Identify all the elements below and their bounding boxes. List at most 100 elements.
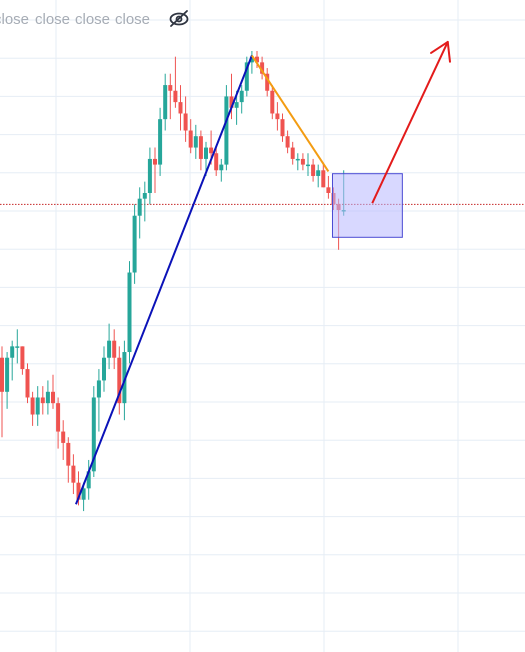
- candle: [35, 386, 40, 426]
- candle-body: [117, 357, 122, 404]
- candle: [142, 181, 147, 222]
- demand-zone-box[interactable]: [331, 173, 403, 238]
- candle: [198, 130, 203, 171]
- candle: [260, 56, 265, 80]
- candle-body: [260, 62, 265, 74]
- candle-body: [183, 113, 188, 131]
- candle-body: [224, 96, 229, 165]
- candle: [219, 158, 224, 182]
- candle: [107, 323, 112, 370]
- candle-body: [137, 198, 142, 216]
- candle: [270, 85, 275, 120]
- candle: [306, 153, 310, 176]
- candle: [158, 107, 163, 176]
- candle: [45, 380, 50, 415]
- candle-body: [158, 119, 163, 165]
- candle: [290, 141, 295, 165]
- candle: [311, 158, 316, 182]
- candle-body: [285, 136, 290, 148]
- impulse-trendline[interactable]: [75, 55, 253, 505]
- candle-body: [214, 153, 219, 171]
- candle: [127, 261, 132, 364]
- candle-body: [265, 73, 270, 91]
- retracement-trendline[interactable]: [251, 54, 330, 172]
- candle-body: [229, 96, 234, 108]
- candle: [96, 369, 101, 432]
- candle-body: [173, 90, 178, 103]
- candle-body: [142, 193, 147, 199]
- candle: [137, 187, 142, 239]
- candle-body: [107, 340, 112, 358]
- candle: [224, 85, 229, 171]
- candle-body: [56, 403, 61, 432]
- candle-body: [249, 56, 254, 63]
- legend-label-close: close: [0, 11, 29, 28]
- candle-body: [300, 158, 305, 165]
- projection-arrow[interactable]: [371, 40, 451, 204]
- candle-body: [66, 442, 71, 466]
- candle-body: [280, 119, 285, 137]
- candle-body: [178, 102, 183, 114]
- candle: [326, 175, 331, 199]
- candle: [0, 346, 4, 438]
- candle-body: [86, 471, 91, 489]
- candle: [255, 51, 259, 69]
- legend-label-close: close: [115, 11, 150, 28]
- candle: [285, 130, 290, 154]
- candle: [40, 386, 45, 415]
- candle: [147, 147, 152, 205]
- projection-arrow-head: [446, 40, 451, 63]
- candle-body: [321, 170, 326, 188]
- candle: [30, 391, 35, 426]
- candle: [280, 113, 285, 142]
- candle-body: [40, 397, 45, 404]
- candle: [173, 56, 178, 108]
- candle: [132, 204, 137, 284]
- candle: [71, 454, 76, 495]
- candle: [168, 73, 173, 120]
- candle: [295, 153, 300, 171]
- candle-body: [51, 391, 55, 404]
- candle-body: [132, 215, 137, 273]
- candle: [214, 147, 219, 176]
- projection-arrow-shaft: [371, 41, 449, 204]
- candle: [86, 459, 91, 500]
- candle-body: [102, 357, 106, 381]
- candle: [10, 340, 15, 381]
- candle-body: [239, 90, 244, 103]
- candle-body: [30, 397, 35, 415]
- candle-body: [209, 147, 214, 154]
- candle-body: [163, 85, 168, 120]
- candles: [0, 51, 346, 512]
- candle: [178, 85, 183, 131]
- candle: [102, 346, 106, 392]
- candle-body: [122, 352, 127, 404]
- candle: [300, 153, 305, 171]
- projection-arrow-head: [430, 40, 449, 54]
- candle: [275, 102, 280, 131]
- candle-body: [5, 357, 10, 392]
- candle: [193, 124, 198, 159]
- legend: close close close close: [0, 10, 189, 28]
- candle: [229, 73, 234, 120]
- candle: [5, 352, 10, 409]
- eye-off-icon[interactable]: [169, 10, 189, 27]
- candle: [265, 68, 270, 97]
- candle-body: [45, 391, 50, 404]
- candle-body: [35, 397, 40, 415]
- candle-body: [81, 488, 86, 500]
- candle-body: [15, 346, 20, 348]
- candle-body: [275, 113, 280, 120]
- candle-body: [295, 158, 300, 161]
- candle-body: [76, 482, 81, 500]
- candle-body: [234, 102, 239, 108]
- candle-body: [168, 85, 173, 91]
- candle: [20, 346, 25, 375]
- candle: [163, 73, 168, 131]
- candle-body: [311, 164, 316, 176]
- candle-body: [61, 431, 66, 443]
- candle: [91, 386, 96, 477]
